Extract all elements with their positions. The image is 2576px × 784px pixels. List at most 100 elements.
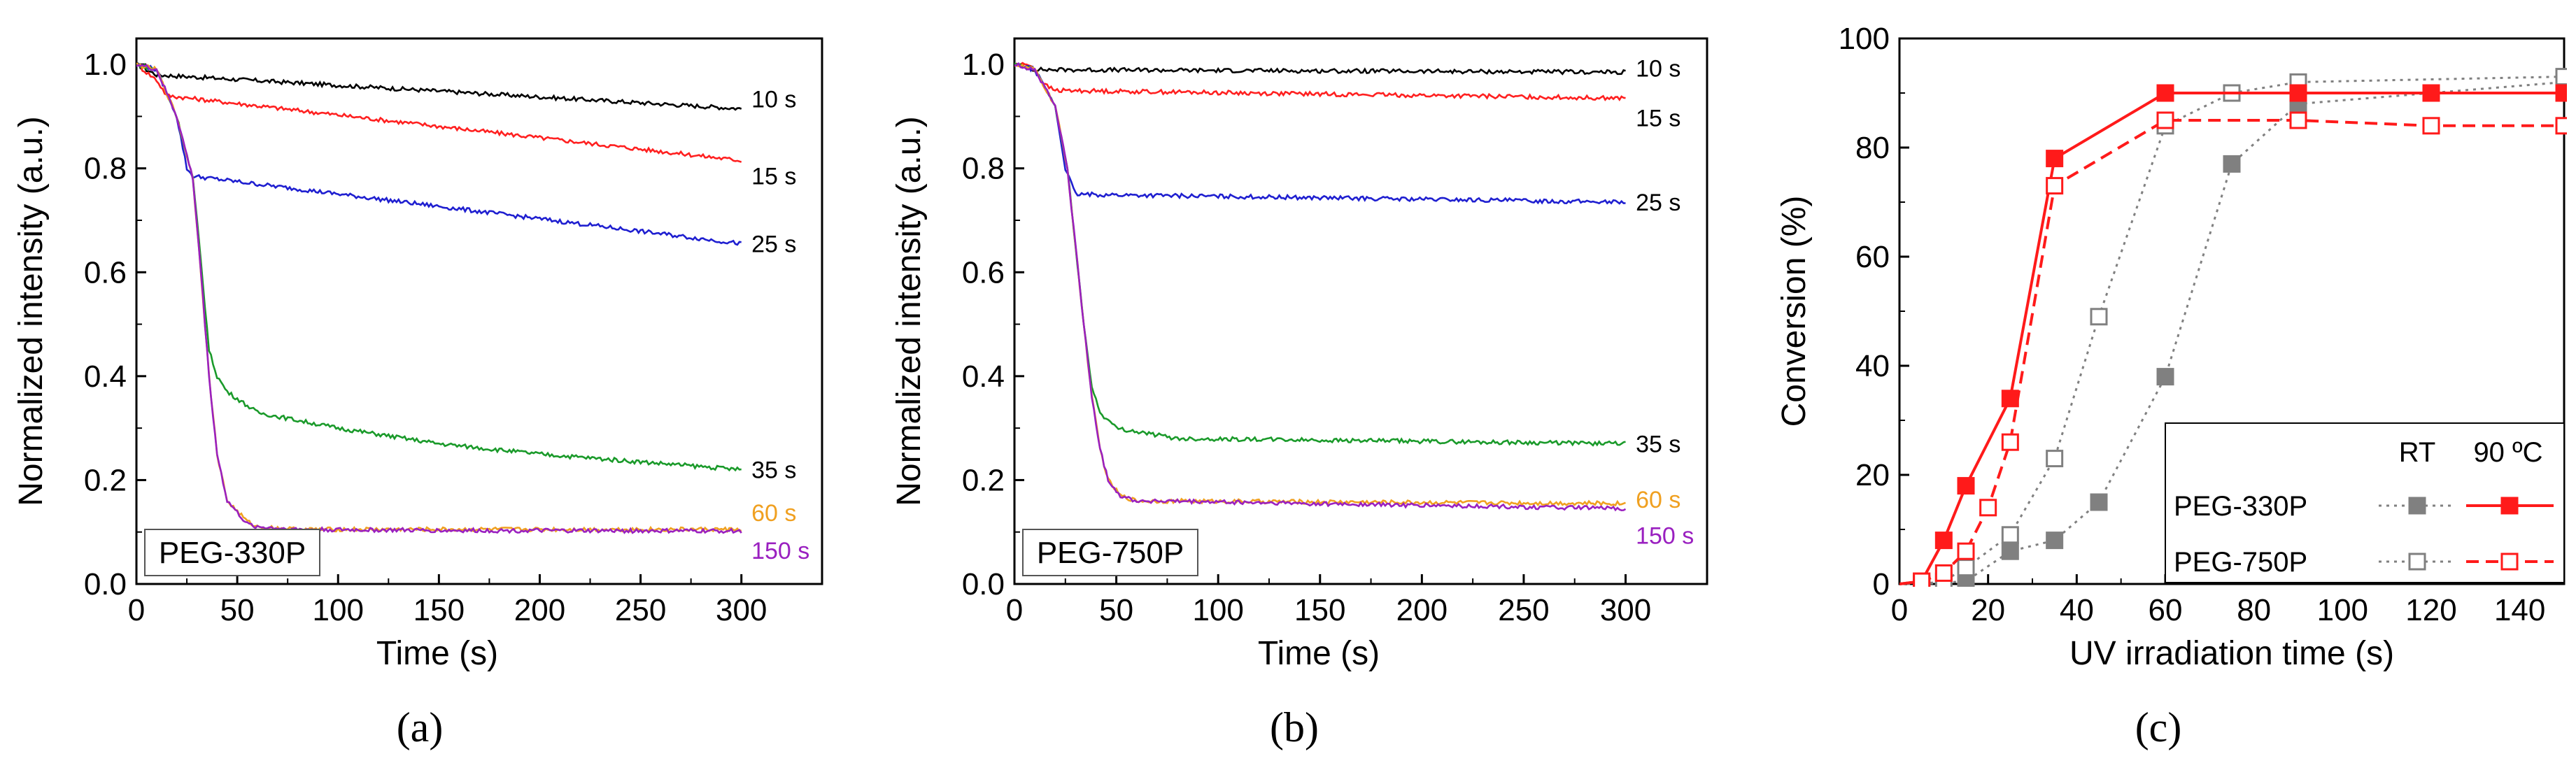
y-axis-label: Normalized intensity (a.u.)	[13, 116, 50, 506]
data-marker	[2555, 68, 2567, 86]
series-label: 10 s	[1636, 55, 1680, 82]
x-tick-label: 250	[1498, 593, 1549, 627]
plot-frame	[1013, 37, 1708, 585]
chart-panel-a: 0 50 100 150 200 250 300 0.0 0.2 0.4 0.6 0.8 1.0 Time…	[13, 37, 823, 750]
series-line	[1014, 62, 1626, 76]
y-tick-label: 0.2	[84, 463, 127, 497]
y-tick-label: 1.0	[962, 48, 1005, 82]
x-tick-label: 200	[514, 593, 565, 627]
y-tick-label: 0	[1873, 567, 1890, 601]
series-label: 35 s	[1636, 431, 1680, 457]
x-tick-label: 50	[220, 593, 255, 627]
data-marker	[2289, 84, 2307, 102]
y-tick-label: 80	[1855, 131, 1890, 165]
x-tick-label: 0	[128, 593, 145, 627]
data-marker	[2046, 150, 2064, 168]
series-line	[1014, 62, 1627, 512]
data-marker	[2046, 532, 2064, 550]
x-tick-label: 300	[1600, 593, 1651, 627]
legend-marker	[2500, 497, 2519, 515]
data-marker	[2422, 84, 2440, 102]
sample-label-box	[1022, 529, 1198, 576]
x-tick-label: 150	[1294, 593, 1345, 627]
x-tick-label: 100	[2317, 593, 2368, 627]
legend-marker	[2408, 553, 2426, 571]
series-line	[136, 62, 742, 111]
legend-col-rt: RT	[2399, 437, 2436, 468]
series-label: 150 s	[751, 538, 809, 564]
series-label: 10 s	[751, 86, 796, 113]
legend-row-label: PEG-330P	[2174, 491, 2307, 522]
chart-panel-b: 0 50 100 150 200 250 300 0.0 0.2 0.4 0.6 0.8 1.0 Time…	[891, 37, 1708, 750]
legend-marker	[2500, 553, 2519, 571]
series-line	[136, 62, 742, 246]
data-marker	[1934, 532, 1953, 550]
x-tick-label: 40	[2060, 593, 2094, 627]
x-axis-label: UV irradiation time (s)	[2069, 635, 2394, 672]
series-label: 60 s	[1636, 487, 1680, 513]
data-marker	[2001, 542, 2019, 560]
data-marker	[2156, 368, 2174, 386]
series-line	[136, 63, 742, 163]
data-marker	[2289, 111, 2307, 129]
data-marker	[2046, 177, 2064, 195]
x-tick-label: 200	[1396, 593, 1448, 627]
series-label: 15 s	[751, 164, 796, 190]
data-marker	[2090, 308, 2108, 326]
panel-label: (a)	[397, 704, 444, 750]
sample-label: PEG-750P	[1037, 536, 1184, 570]
series-line	[136, 64, 742, 534]
data-marker	[2001, 390, 2019, 408]
data-marker	[2001, 433, 2019, 451]
y-tick-label: 0.6	[84, 255, 127, 290]
x-tick-label: 100	[1192, 593, 1243, 627]
series-line	[1014, 62, 1626, 101]
y-tick-label: 0.8	[84, 152, 127, 186]
x-tick-label: 0	[1891, 593, 1908, 627]
data-marker	[1957, 542, 1975, 560]
data-marker	[1934, 564, 1953, 582]
y-tick-label: 0.4	[84, 359, 127, 394]
x-tick-label: 60	[2149, 593, 2183, 627]
panel-label: (c)	[2135, 704, 2182, 750]
data-marker	[2156, 111, 2174, 129]
series-label: 60 s	[751, 500, 796, 527]
y-tick-label: 0.8	[962, 152, 1005, 186]
data-marker	[1957, 559, 1975, 577]
x-tick-label: 120	[2405, 593, 2456, 627]
legend-row-label: PEG-750P	[2174, 547, 2307, 578]
x-tick-label: 140	[2494, 593, 2545, 627]
series-label: 150 s	[1636, 522, 1694, 549]
data-marker	[2555, 84, 2567, 102]
data-marker	[2422, 117, 2440, 135]
series-line	[1014, 62, 1626, 205]
legend-col-hot: 90 ºC	[2473, 437, 2542, 468]
y-tick-label: 0.2	[962, 463, 1005, 497]
x-tick-label: 80	[2237, 593, 2271, 627]
data-marker	[2090, 493, 2108, 511]
series-line	[1899, 92, 2564, 585]
y-axis-label: Normalized intensity (a.u.)	[891, 116, 928, 506]
series-label: 25 s	[1636, 190, 1680, 216]
y-tick-label: 60	[1855, 240, 1890, 274]
series-label: 15 s	[1636, 105, 1680, 131]
y-tick-label: 0.4	[962, 359, 1005, 394]
data-marker	[1979, 499, 1997, 517]
series-label: 35 s	[751, 457, 796, 484]
x-tick-label: 20	[1971, 593, 2005, 627]
y-axis-label: Conversion (%)	[1776, 196, 1813, 427]
series-line	[136, 63, 742, 472]
data-marker	[1913, 572, 1931, 587]
x-tick-label: 100	[313, 593, 364, 627]
data-marker	[2223, 155, 2241, 173]
sample-label: PEG-330P	[159, 536, 306, 570]
sample-label-box	[144, 529, 320, 576]
y-tick-label: 0.0	[84, 567, 127, 601]
series-label: 25 s	[751, 231, 796, 257]
data-marker	[1957, 477, 1975, 495]
y-tick-label: 40	[1855, 349, 1890, 383]
y-tick-label: 1.0	[84, 48, 127, 82]
x-tick-label: 0	[1006, 593, 1023, 627]
data-marker	[2555, 117, 2567, 135]
